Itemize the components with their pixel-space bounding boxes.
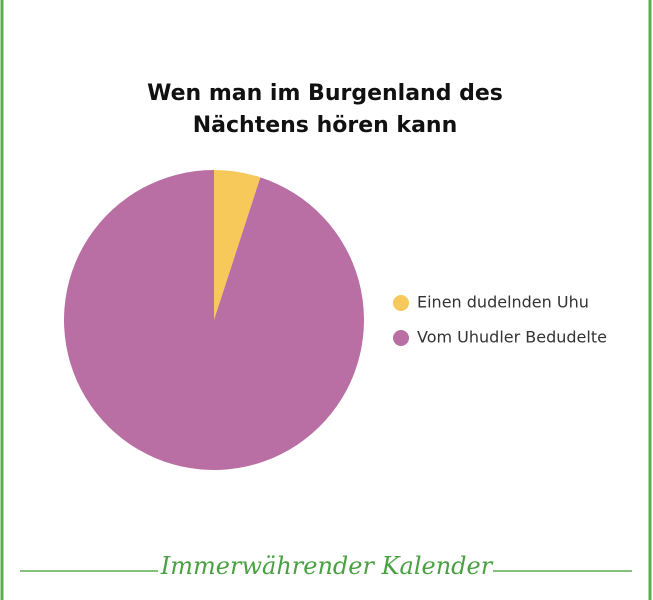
footer-text: Immerwährender Kalender (160, 552, 493, 580)
pie-slice (214, 170, 261, 320)
pie-slice (63, 170, 364, 471)
chart-title: Wen man im Burgenland des Nächtens hören… (147, 81, 503, 138)
legend-swatch (393, 330, 409, 346)
legend-label: Einen dudelnden Uhu (417, 293, 589, 312)
legend-label: Vom Uhudler Bedudelte (417, 328, 607, 347)
legend-swatch (393, 295, 409, 311)
